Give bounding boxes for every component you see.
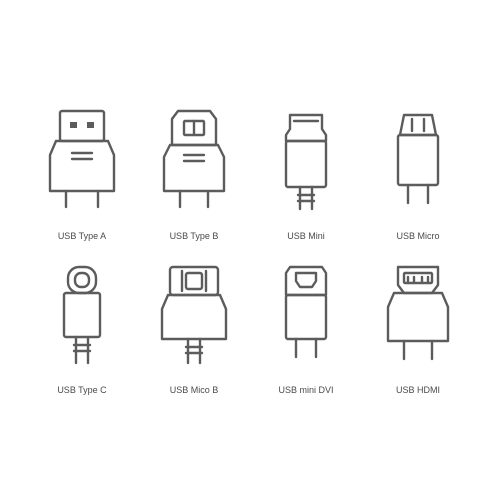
cell-usb-b: USB Type B [152, 105, 236, 241]
cell-usb-c: USB Type C [40, 259, 124, 395]
label-usb-mini: USB Mini [287, 231, 325, 241]
usb-type-c-icon [42, 259, 122, 379]
usb-micro-icon [378, 105, 458, 225]
label-usb-micro: USB Micro [396, 231, 439, 241]
label-usb-hdmi: USB HDMI [396, 385, 440, 395]
cell-usb-micro: USB Micro [376, 105, 460, 241]
usb-type-a-icon [42, 105, 122, 225]
cell-usb-hdmi: USB HDMI [376, 259, 460, 395]
label-usb-mini-dvi: USB mini DVI [278, 385, 333, 395]
cell-usb-a: USB Type A [40, 105, 124, 241]
cell-usb-micro-b: USB Mico B [152, 259, 236, 395]
cell-usb-mini-dvi: USB mini DVI [264, 259, 348, 395]
label-usb-c: USB Type C [57, 385, 106, 395]
usb-mini-dvi-icon [266, 259, 346, 379]
usb-mini-icon [266, 105, 346, 225]
label-usb-micro-b: USB Mico B [170, 385, 219, 395]
usb-micro-b-icon [154, 259, 234, 379]
usb-hdmi-icon [378, 259, 458, 379]
label-usb-b: USB Type B [170, 231, 219, 241]
label-usb-a: USB Type A [58, 231, 106, 241]
connector-grid: USB Type A USB Type B [40, 105, 460, 395]
cell-usb-mini: USB Mini [264, 105, 348, 241]
usb-type-b-icon [154, 105, 234, 225]
